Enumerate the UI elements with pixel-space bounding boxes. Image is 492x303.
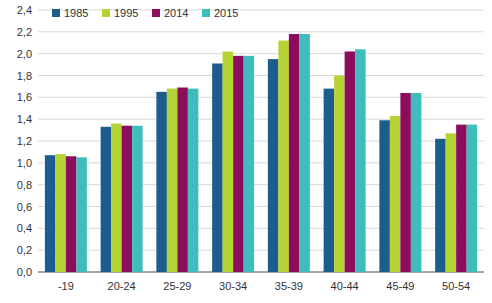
y-tick-label: 0,4: [17, 222, 32, 234]
legend-label: 2014: [164, 7, 188, 19]
legend-label: 1985: [64, 7, 88, 19]
bar: [400, 93, 411, 272]
legend-label: 1995: [114, 7, 138, 19]
legend: 1985 1995 2014 2015: [52, 7, 238, 19]
bar: [390, 116, 401, 272]
x-tick-label: -19: [58, 280, 74, 292]
legend-swatch: [52, 9, 60, 17]
grid-line: [38, 31, 484, 32]
legend-label: 2015: [214, 7, 238, 19]
bar: [446, 133, 457, 272]
y-tick-label: 1,6: [17, 91, 32, 103]
grid-line: [38, 75, 484, 76]
bar: [467, 125, 478, 272]
x-tick-label: 50-54: [442, 280, 470, 292]
y-tick-label: 0,0: [17, 266, 32, 278]
bar: [212, 63, 223, 272]
bar: [188, 89, 199, 272]
bar: [268, 59, 279, 272]
y-tick-label: 1,0: [17, 157, 32, 169]
bar: [456, 125, 467, 272]
bar: [111, 124, 122, 272]
chart: 0,0 0,2 0,4 0,6 0,8 1,0 1,2 1,4 1,6 1,8 2,0 2,2 2,4 -…: [0, 0, 492, 303]
bar: [278, 41, 289, 272]
bars: [45, 34, 477, 272]
y-tick-label: 0,2: [17, 244, 32, 256]
x-tick-label: 40-44: [331, 280, 359, 292]
y-tick-label: 2,2: [17, 26, 32, 38]
bar: [167, 89, 178, 272]
bar: [156, 92, 167, 272]
bar: [223, 51, 234, 272]
bar: [435, 139, 446, 272]
bar: [334, 76, 345, 273]
grid-line: [38, 53, 484, 54]
y-tick-label: 0,8: [17, 179, 32, 191]
bar: [411, 93, 422, 272]
bar: [132, 126, 143, 272]
bar: [355, 49, 366, 272]
y-tick-label: 1,8: [17, 70, 32, 82]
bar: [45, 155, 56, 272]
y-tick-label: 2,0: [17, 48, 32, 60]
bar: [233, 56, 244, 272]
bar: [324, 89, 335, 272]
bar: [345, 51, 356, 272]
x-tick-label: 30-34: [219, 280, 247, 292]
bar: [122, 126, 133, 272]
y-tick-label: 2,4: [17, 4, 32, 16]
bar: [299, 34, 310, 272]
bar: [101, 127, 112, 272]
legend-swatch: [102, 9, 110, 17]
y-tick-label: 1,2: [17, 135, 32, 147]
legend-swatch: [202, 9, 210, 17]
bar: [76, 157, 87, 272]
bar: [289, 34, 300, 272]
y-tick-label: 1,4: [17, 113, 32, 125]
bar: [379, 120, 390, 272]
x-tick-label: 45-49: [386, 280, 414, 292]
bar: [55, 154, 66, 272]
x-tick-label: 20-24: [108, 280, 136, 292]
x-tick-label: 25-29: [163, 280, 191, 292]
y-tick-label: 0,6: [17, 201, 32, 213]
bar: [177, 88, 188, 272]
bar: [66, 156, 77, 272]
x-tick-label: 35-39: [275, 280, 303, 292]
legend-swatch: [152, 9, 160, 17]
bar: [244, 56, 255, 272]
